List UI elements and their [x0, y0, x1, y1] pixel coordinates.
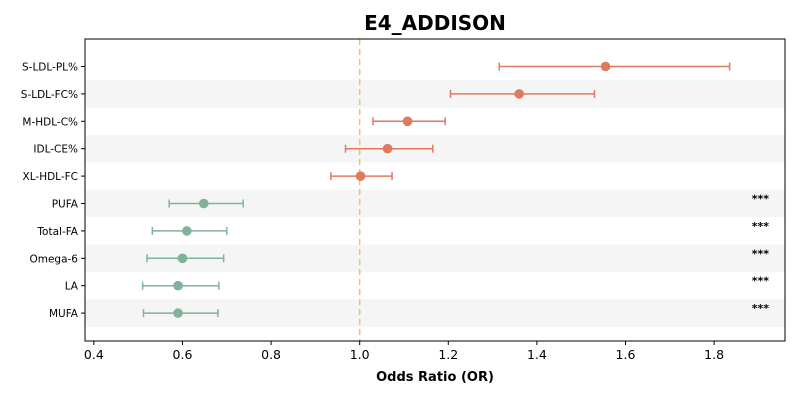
y-tick-label: MUFA — [49, 308, 79, 320]
x-tick-label: 1.2 — [438, 347, 458, 362]
or-point — [198, 198, 209, 209]
or-point — [173, 280, 183, 291]
y-tick-label: S-LDL-PL% — [22, 62, 78, 74]
x-tick-label: 1.6 — [616, 347, 636, 362]
x-tick-label: 0.4 — [84, 347, 104, 362]
y-axis-labels: S-LDL-PL% S-LDL-FC% M-HDL-C% IDL-CE% XL-HDL-… — [21, 62, 85, 320]
or-point — [382, 143, 393, 154]
forest-row — [498, 61, 731, 72]
y-tick-label: Total-FA — [36, 226, 78, 238]
y-tick-label: LA — [65, 281, 79, 293]
or-point — [177, 253, 188, 264]
significance-label: *** — [752, 275, 770, 288]
x-axis: 0.4 0.6 0.8 1.0 1.2 1.4 1.6 1.8 — [84, 341, 724, 362]
forest-row — [330, 171, 393, 181]
forest-row — [151, 226, 228, 236]
chart-title: E4_ADDISON — [364, 11, 506, 35]
x-tick-label: 1.4 — [527, 347, 547, 362]
significance-labels: *** *** *** *** *** — [752, 193, 770, 316]
or-point — [514, 89, 524, 99]
significance-label: *** — [752, 247, 770, 260]
y-tick-label: XL-HDL-FC — [23, 171, 78, 183]
significance-label: *** — [752, 302, 770, 315]
forest-row — [168, 198, 244, 209]
plot-frame — [84, 38, 786, 342]
significance-label: *** — [752, 193, 770, 206]
chart-marks — [141, 61, 731, 318]
x-tick-label: 0.8 — [261, 347, 281, 362]
forest-row — [449, 89, 596, 99]
or-point — [173, 308, 183, 318]
forest-row — [372, 116, 446, 127]
or-point — [600, 61, 611, 72]
x-tick-label: 0.6 — [173, 347, 193, 362]
row-band — [85, 135, 785, 163]
forest-row — [142, 308, 219, 318]
x-tick-label: 1.8 — [704, 347, 724, 362]
row-band — [85, 80, 785, 108]
forest-row — [146, 253, 225, 264]
y-tick-label: IDL-CE% — [33, 144, 78, 156]
y-tick-label: PUFA — [52, 199, 79, 211]
forest-row — [344, 143, 434, 154]
y-tick-label: M-HDL-C% — [22, 116, 78, 128]
or-point — [402, 116, 413, 127]
or-point — [182, 226, 192, 236]
significance-label: *** — [752, 220, 770, 233]
x-axis-label: Odds Ratio (OR) — [376, 370, 494, 385]
x-tick-label: 1.0 — [350, 347, 370, 362]
forest-row — [141, 280, 220, 291]
or-point — [355, 171, 366, 181]
y-tick-label: S-LDL-FC% — [21, 89, 78, 101]
y-tick-label: Omega-6 — [29, 253, 78, 265]
